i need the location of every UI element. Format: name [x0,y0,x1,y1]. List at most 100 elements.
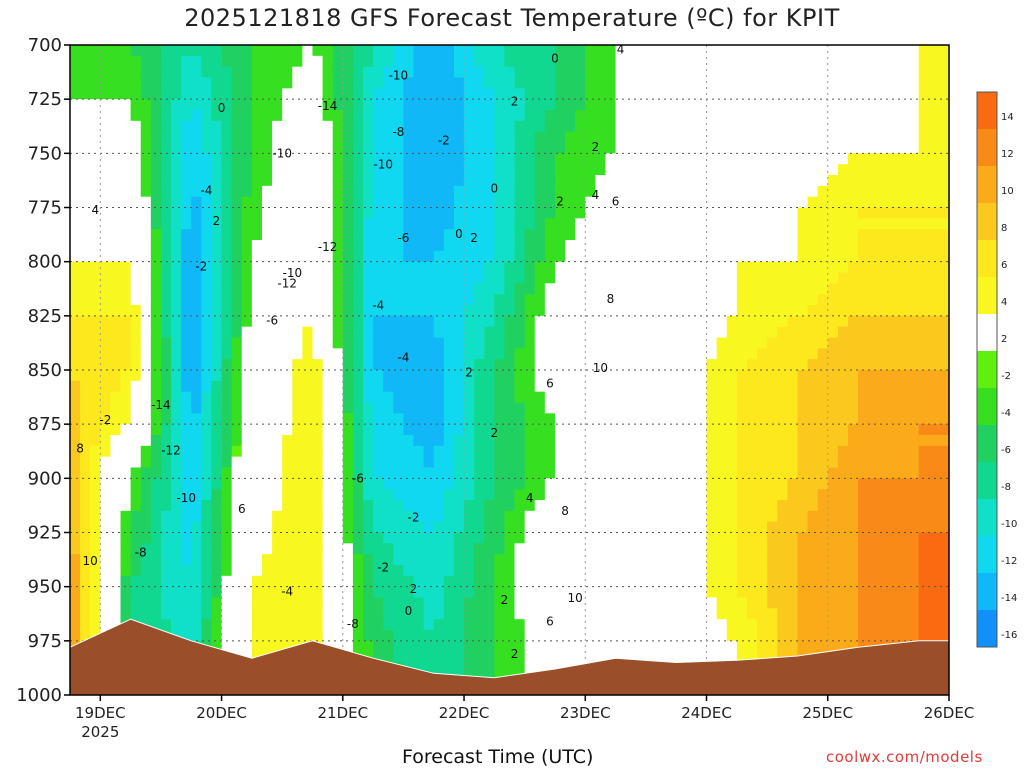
field-cell [373,250,384,263]
field-cell [110,218,122,230]
field-cell [130,120,142,133]
field-cell [534,207,546,219]
field-cell [847,359,859,371]
field-cell [554,380,566,393]
field-cell [282,380,293,393]
field-cell [464,662,475,674]
field-cell [100,413,112,425]
field-cell [272,424,283,436]
field-cell [686,521,698,534]
field-cell [807,175,819,187]
field-cell [767,218,778,230]
field-cell [868,586,879,599]
field-cell [777,380,788,393]
field-cell [625,294,637,306]
field-cell [443,110,455,122]
field-cell [474,185,485,198]
field-cell [100,424,112,436]
field-cell [201,370,213,382]
field-cell [605,55,617,68]
field-cell [757,66,768,79]
field-cell [706,478,718,490]
field-cell [635,640,647,653]
field-cell [696,424,708,436]
field-cell [645,99,657,111]
field-cell [241,500,253,512]
field-cell [80,597,91,609]
field-cell [868,348,879,360]
field-cell [696,294,708,306]
field-cell [100,315,112,328]
field-cell [575,66,586,79]
field-cell [130,359,142,371]
field-cell [615,294,627,306]
field-cell [484,662,495,674]
field-cell [847,77,859,89]
field-cell [807,250,819,263]
field-cell [554,597,566,609]
field-cell [241,261,253,274]
field-cell [777,640,788,653]
field-cell [585,142,596,154]
field-cell [696,164,708,176]
field-cell [676,88,687,100]
field-cell [837,294,849,306]
field-cell [645,175,657,187]
field-cell [241,413,253,425]
field-cell [70,565,81,577]
field-cell [565,164,576,176]
field-cell [757,164,768,176]
field-cell [888,413,900,425]
field-cell [686,337,698,349]
field-cell [878,120,889,133]
field-cell [676,608,687,620]
field-cell [312,586,324,599]
field-cell [383,467,394,479]
field-cell [595,315,607,328]
field-cell [332,240,344,252]
field-cell [292,337,303,349]
field-cell [272,445,283,458]
field-cell [150,500,162,512]
field-cell [373,359,384,371]
field-cell [211,359,223,371]
field-cell [676,424,687,436]
field-cell [383,99,394,111]
field-cell [211,608,223,620]
field-cell [90,510,101,523]
field-cell [70,315,81,328]
field-cell [554,250,566,263]
field-cell [443,500,455,512]
field-cell [868,467,879,479]
field-cell [534,261,546,274]
field-cell [736,283,748,295]
field-cell [403,315,415,328]
field-cell [282,175,293,187]
field-cell [534,586,546,599]
field-cell [201,315,213,328]
field-cell [837,77,849,89]
field-cell [150,337,162,349]
field-cell [181,608,192,620]
field-cell [110,413,122,425]
field-cell [413,575,425,588]
field-cell [575,380,586,393]
field-cell [363,597,374,609]
field-cell [898,597,910,609]
field-cell [403,337,415,349]
field-cell [231,543,243,555]
field-cell [322,218,334,230]
field-cell [585,543,596,555]
field-cell [160,359,172,371]
field-cell [453,175,465,187]
field-cell [696,370,708,382]
field-cell [656,608,667,620]
field-cell [696,66,708,79]
field-cell [130,164,142,176]
field-cell [514,575,526,588]
field-cell [858,456,869,469]
field-cell [514,608,526,620]
credit-link[interactable]: coolwx.com/models [826,748,983,766]
field-cell [686,283,698,295]
field-cell [251,456,263,469]
